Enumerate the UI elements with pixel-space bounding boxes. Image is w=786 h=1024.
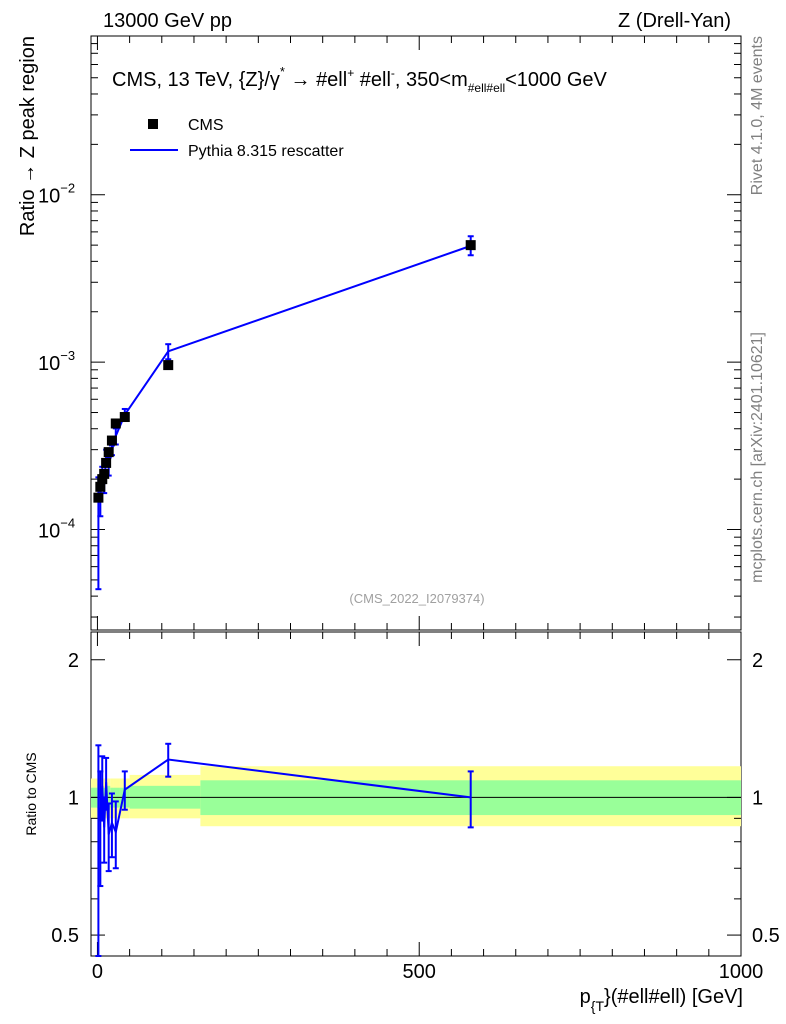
cms-data-point — [95, 481, 106, 492]
legend-pythia-label: Pythia 8.315 rescatter — [188, 143, 344, 160]
cms-data-point — [106, 435, 117, 446]
title-sup1: + — [347, 66, 354, 80]
bottom-y-tick-label-left: 0.5 — [51, 925, 79, 947]
legend-cms-marker — [148, 119, 158, 129]
cms-data-point — [101, 457, 112, 468]
tick-exponent: −2 — [60, 181, 75, 196]
xaxis-label-p: p — [580, 986, 591, 1008]
x-tick-label: 500 — [403, 961, 436, 983]
title-ell2: #ell — [360, 69, 391, 91]
title-arrow: → — [291, 69, 311, 91]
cms-data-point — [163, 360, 174, 371]
title-sup2: - — [391, 66, 395, 80]
top-y-tick-label: 10−4 — [38, 516, 75, 543]
cms-data-point — [119, 412, 130, 423]
top-plot-frame — [90, 35, 742, 631]
cms-data-point — [110, 418, 121, 429]
bottom-y-tick-label-left: 2 — [68, 650, 79, 672]
cms-data-point — [93, 492, 104, 503]
top-y-tick-label: 10−3 — [38, 348, 75, 375]
header-left: 13000 GeV pp — [103, 10, 232, 32]
top-y-tick-label: 10−2 — [38, 181, 75, 208]
x-tick-label: 0 — [92, 961, 103, 983]
title-range-b: <1000 GeV — [505, 69, 607, 91]
tick-base: 10 — [38, 353, 60, 375]
cms-data-point — [99, 468, 110, 479]
top-ylabel: Ratio → Z peak region — [17, 36, 39, 236]
cms-data-point — [97, 474, 108, 485]
xaxis-label-sub: {T — [591, 998, 605, 1014]
legend-cms-label: CMS — [188, 117, 224, 134]
top-panel-title: CMS, 13 TeV, {Z}/γ* → #ell+ #ell-, 350<m… — [112, 64, 608, 95]
bottom-y-tick-label-right: 1 — [752, 787, 763, 809]
bottom-ylabel: Ratio to CMS — [23, 752, 39, 835]
pythia-series-line — [97, 244, 472, 498]
rivet-label: Rivet 4.1.0, 4M events — [749, 36, 766, 195]
title-range-a: , 350<m — [395, 69, 468, 91]
tick-base: 10 — [38, 186, 60, 208]
bottom-y-tick-label-right: 2 — [752, 650, 763, 672]
title-main: CMS, 13 TeV, {Z}/γ — [112, 69, 280, 91]
analysis-id: (CMS_2022_I2079374) — [349, 591, 484, 606]
bottom-y-tick-label-left: 1 — [68, 787, 79, 809]
xaxis-label-rest: }(#ell#ell) [GeV] — [604, 986, 743, 1008]
title-star: * — [280, 64, 285, 79]
header-right: Z (Drell-Yan) — [618, 10, 731, 32]
title-ell1: #ell — [316, 69, 347, 91]
cms-data-point — [465, 240, 476, 251]
title-range-sub: #ell#ell — [468, 81, 505, 95]
xaxis-label: p{T}(#ell#ell) [GeV] — [580, 986, 743, 1014]
tick-exponent: −4 — [60, 516, 75, 531]
x-tick-label: 1000 — [719, 961, 764, 983]
tick-exponent: −3 — [60, 348, 75, 363]
mcplots-label: mcplots.cern.ch [arXiv:2401.10621] — [749, 332, 766, 583]
bottom-y-tick-label-right: 0.5 — [752, 925, 780, 947]
tick-base: 10 — [38, 521, 60, 543]
cms-data-point — [103, 447, 114, 458]
